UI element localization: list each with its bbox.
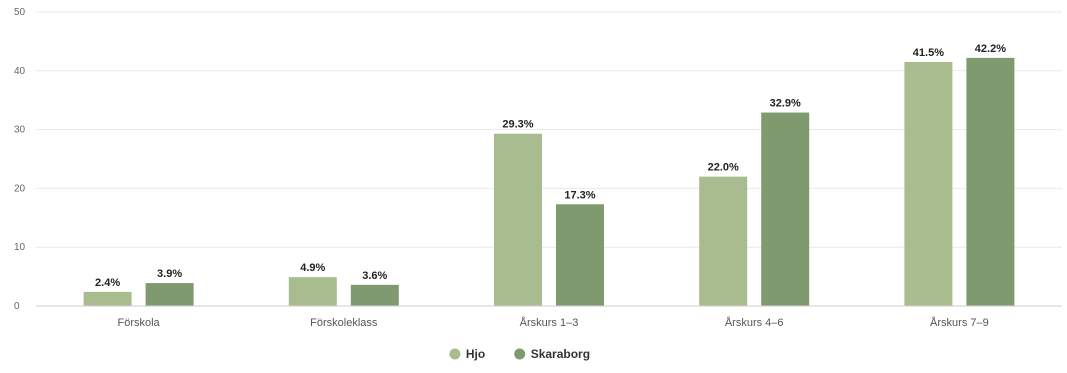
legend-swatch	[514, 348, 526, 360]
data-label: 22.0%	[708, 162, 739, 174]
bar-skaraborg-5[interactable]	[966, 57, 1015, 306]
y-tick-label: 0	[14, 301, 20, 312]
y-tick-label: 20	[14, 183, 26, 194]
bar-hjo-4[interactable]	[699, 176, 748, 306]
x-tick-label: Årskurs 1–3	[520, 316, 579, 329]
data-label: 17.3%	[564, 189, 595, 201]
y-tick-label: 10	[14, 242, 26, 253]
legend-item-skaraborg[interactable]: Skaraborg	[514, 347, 590, 361]
legend-label: Skaraborg	[531, 347, 590, 361]
data-label: 4.9%	[300, 262, 325, 274]
legend-label: Hjo	[466, 347, 485, 361]
data-label: 32.9%	[770, 98, 801, 110]
x-tick-label: Årskurs 4–6	[725, 316, 784, 329]
data-label: 3.6%	[362, 270, 387, 282]
bar-hjo-1[interactable]	[83, 291, 132, 306]
data-label: 41.5%	[913, 47, 944, 59]
bar-skaraborg-4[interactable]	[761, 112, 810, 306]
legend-item-hjo[interactable]: Hjo	[449, 347, 485, 361]
bar-skaraborg-2[interactable]	[350, 284, 399, 306]
bar-hjo-3[interactable]	[494, 133, 542, 306]
y-tick-label: 30	[14, 125, 26, 136]
x-tick-label: Årskurs 7–9	[930, 316, 989, 329]
y-tick-label: 40	[14, 66, 26, 77]
bar-skaraborg-3[interactable]	[556, 204, 604, 306]
bar-hjo-2[interactable]	[288, 277, 337, 306]
x-tick-label: Förskola	[118, 317, 161, 329]
bar-hjo-5[interactable]	[904, 61, 953, 307]
data-label: 29.3%	[502, 119, 533, 131]
bar-skaraborg-1[interactable]	[145, 283, 194, 306]
legend-swatch	[449, 348, 461, 360]
data-label: 42.2%	[975, 43, 1006, 55]
data-label: 3.9%	[157, 268, 182, 280]
x-tick-label: Förskoleklass	[310, 317, 378, 329]
data-label: 2.4%	[95, 277, 120, 289]
y-tick-label: 50	[14, 7, 26, 18]
